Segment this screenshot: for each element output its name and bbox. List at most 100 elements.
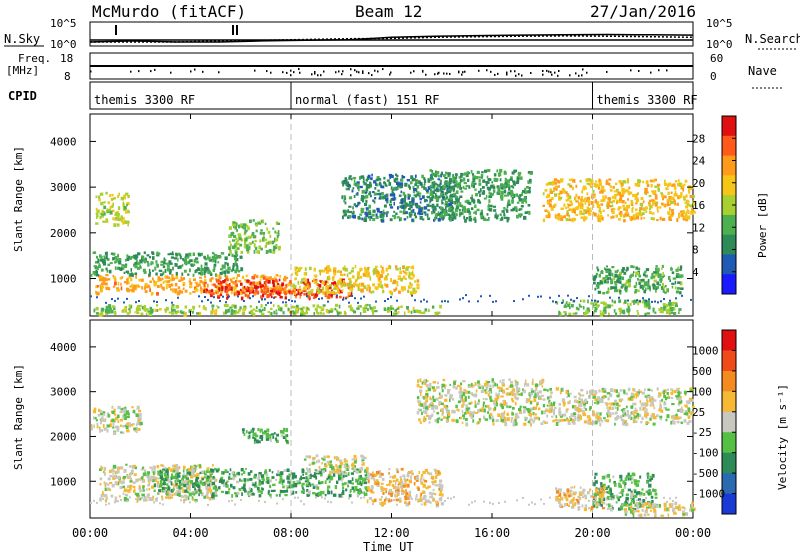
power-cell — [624, 189, 628, 193]
power-cell — [621, 276, 625, 281]
velocity-cell — [355, 468, 359, 471]
power-cell — [379, 284, 384, 288]
power-cell — [489, 294, 491, 297]
velocity-cell — [188, 492, 192, 497]
power-cell — [123, 301, 125, 304]
power-cell — [466, 210, 470, 213]
velocity-cell — [136, 499, 139, 503]
power-cell — [178, 279, 182, 282]
power-cell — [643, 281, 647, 286]
power-cell — [388, 181, 392, 186]
power-cell — [499, 168, 503, 173]
power-cell — [415, 195, 418, 198]
power-cell — [624, 285, 628, 289]
power-cell — [671, 212, 674, 216]
velocity-cell — [182, 488, 185, 493]
power-cell — [348, 196, 353, 200]
power-cell — [252, 308, 256, 311]
power-cell — [460, 172, 464, 176]
velocity-cell — [116, 470, 120, 474]
velocity-cell — [135, 479, 138, 483]
power-cell — [647, 280, 650, 285]
power-cell — [585, 178, 589, 182]
velocity-cell — [112, 476, 116, 480]
power-cell — [391, 197, 396, 201]
power-cell — [92, 271, 96, 275]
power-cell — [349, 307, 354, 312]
velocity-cell — [221, 479, 225, 482]
power-cell — [217, 261, 220, 264]
power-cell — [503, 214, 506, 217]
velocity-cell — [504, 401, 508, 406]
power-cell — [188, 309, 191, 313]
power-cell — [591, 299, 593, 302]
velocity-cell — [285, 485, 290, 488]
power-cell — [594, 300, 598, 304]
power-cell — [259, 310, 263, 313]
nave-point — [299, 71, 301, 74]
cpid-segments: themis 3300 RF normal (fast) 151 RF themis… — [94, 82, 698, 109]
velocity-cell — [164, 477, 168, 482]
power-cell — [347, 291, 350, 296]
nave-point — [323, 70, 325, 73]
power-cell — [576, 206, 579, 210]
power-cell — [412, 190, 416, 194]
power-cell — [99, 215, 102, 220]
power-cell — [353, 282, 357, 286]
power-cell — [185, 253, 189, 257]
power-cell — [640, 216, 643, 220]
power-cell — [382, 216, 384, 220]
velocity-cell — [251, 492, 255, 496]
velocity-cell — [427, 471, 429, 475]
velocity-cell — [301, 482, 304, 486]
power-cell — [430, 175, 433, 180]
power-cell — [665, 183, 669, 186]
velocity-cell — [388, 468, 391, 471]
power-cell — [621, 187, 625, 192]
power-cell — [108, 208, 111, 213]
power-cell — [104, 309, 108, 313]
power-cell — [356, 183, 360, 188]
power-cell — [573, 300, 575, 303]
nave-point — [464, 70, 466, 73]
power-cell — [423, 177, 426, 181]
power-cell — [623, 219, 626, 223]
power-cell — [588, 295, 590, 298]
power-cell — [123, 281, 126, 284]
power-cell — [568, 312, 572, 316]
power-cell — [675, 297, 677, 300]
power-cell — [408, 275, 411, 278]
velocity-cell — [186, 491, 190, 494]
power-cell — [600, 210, 602, 215]
power-cell — [648, 199, 652, 203]
power-cell — [455, 180, 458, 184]
power-cell — [315, 274, 318, 278]
nave-point — [446, 72, 448, 75]
power-cell — [188, 252, 192, 257]
power-cell — [272, 227, 275, 230]
power-cell — [269, 293, 272, 296]
power-cell — [547, 215, 551, 219]
power-cell — [235, 268, 239, 272]
velocity-cell — [371, 499, 374, 502]
power-cell — [403, 311, 406, 315]
velocity-cell — [137, 428, 141, 431]
power-cell — [378, 181, 382, 186]
power-cell — [246, 244, 249, 249]
power-cell — [386, 201, 389, 204]
power-cell — [381, 192, 384, 196]
power-cell — [671, 209, 674, 212]
power-cell — [307, 295, 310, 299]
velocity-cell — [144, 499, 148, 502]
velocity-cell — [270, 433, 275, 436]
power-cell — [432, 210, 436, 214]
power-cell — [360, 288, 364, 293]
power-cell — [297, 288, 300, 292]
power-cell — [401, 287, 404, 292]
power-cell — [321, 281, 325, 284]
power-cell — [445, 206, 447, 210]
velocity-cell — [374, 498, 377, 502]
velocity-cell — [221, 471, 223, 475]
power-cell — [399, 178, 404, 182]
power-cell — [524, 211, 528, 214]
